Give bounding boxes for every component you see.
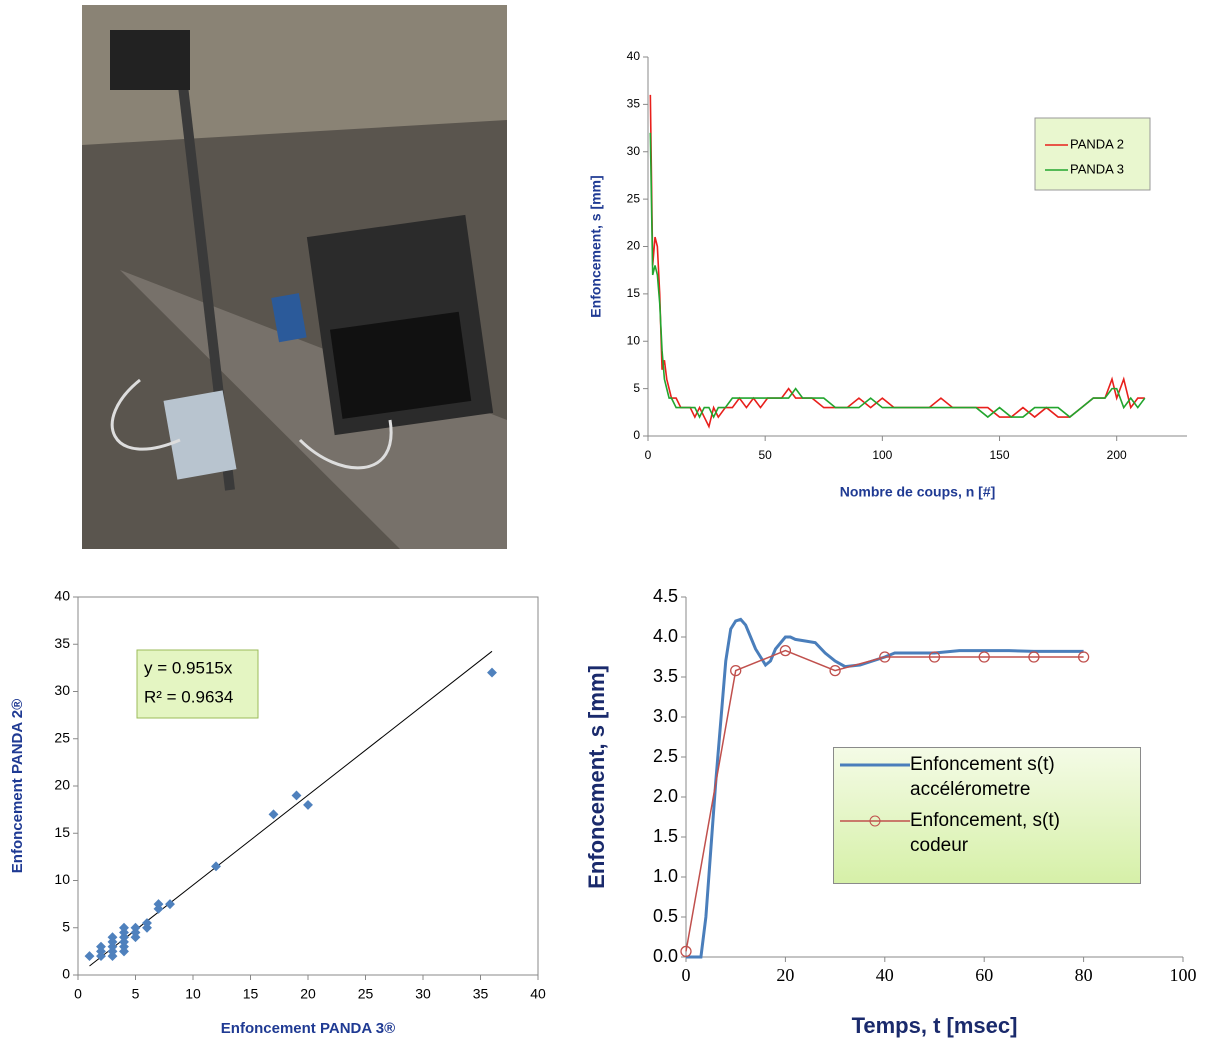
x-tick-label: 100 <box>1170 965 1197 985</box>
y-axis-label: Enfoncement, s [mm] <box>584 665 609 889</box>
x-tick-label: 80 <box>1075 965 1093 985</box>
y-tick-label: 0 <box>62 966 70 982</box>
trendline-r2: R² = 0.9634 <box>144 687 233 706</box>
point <box>130 922 141 933</box>
series-line <box>685 649 1084 952</box>
legend-entry: Enfoncement s(t) accélérometre <box>840 752 1134 802</box>
y-tick-label: 30 <box>54 682 70 698</box>
x-tick-label: 60 <box>975 965 993 985</box>
marker <box>680 945 692 958</box>
point <box>165 899 175 910</box>
legend-entry: Enfoncement, s(t) codeur <box>840 808 1134 858</box>
y-tick-label: 0 <box>633 428 640 442</box>
x-axis-label: Nombre de coups, n [#] <box>840 484 996 500</box>
y-tick-label: 1.0 <box>653 866 678 886</box>
series-line <box>649 132 1146 419</box>
y-tick-label: 40 <box>54 588 70 604</box>
point <box>96 941 106 952</box>
x-tick-label: 35 <box>473 986 489 1002</box>
point <box>487 667 497 678</box>
point <box>211 861 221 872</box>
point <box>291 790 302 801</box>
legend-label: Enfoncement s(t) accélérometre <box>910 754 1055 800</box>
y-tick-label: 1.5 <box>653 826 678 846</box>
photo <box>82 5 507 549</box>
y-tick-label: 4.0 <box>653 626 678 646</box>
x-tick-label: 40 <box>876 965 894 985</box>
y-tick-label: 25 <box>54 729 70 745</box>
marker <box>1028 651 1040 663</box>
y-tick-label: 0.0 <box>653 946 678 966</box>
x-tick-label: 30 <box>415 986 431 1002</box>
y-tick-label: 10 <box>627 333 641 347</box>
legend-swatch <box>840 815 910 827</box>
y-tick-label: 35 <box>627 97 641 111</box>
y-tick-label: 35 <box>54 635 70 651</box>
x-tick-label: 50 <box>758 448 772 462</box>
y-tick-label: 30 <box>627 144 641 158</box>
y-tick-label: 3.5 <box>653 666 678 686</box>
series-line <box>686 617 1084 959</box>
y-tick-label: 5 <box>633 381 640 395</box>
legend-label: PANDA 3 <box>1070 161 1124 176</box>
x-tick-label: 0 <box>645 448 652 462</box>
point <box>303 799 313 810</box>
y-tick-label: 10 <box>54 871 70 887</box>
y-tick-label: 15 <box>54 824 70 840</box>
x-axis-label: Enfoncement PANDA 3® <box>221 1020 395 1037</box>
legend <box>1034 117 1151 191</box>
x-tick-label: 20 <box>776 965 794 985</box>
x-tick-label: 25 <box>358 986 374 1002</box>
x-tick-label: 0 <box>682 965 691 985</box>
x-tick-label: 5 <box>132 986 140 1002</box>
x-tick-label: 10 <box>185 986 201 1002</box>
y-tick-label: 15 <box>627 286 641 300</box>
trendline <box>89 650 493 967</box>
x-tick-label: 20 <box>300 986 316 1002</box>
point <box>268 809 279 820</box>
y-tick-label: 4.5 <box>653 586 678 606</box>
x-tick-label: 40 <box>530 986 546 1002</box>
marker <box>779 644 792 657</box>
point <box>153 899 164 910</box>
point <box>84 951 95 962</box>
x-tick-label: 15 <box>243 986 259 1002</box>
x-tick-label: 0 <box>74 986 82 1002</box>
marker <box>730 664 742 677</box>
y-axis-label: Enfoncement, s [mm] <box>588 175 604 317</box>
y-tick-label: 20 <box>54 777 70 793</box>
y-tick-label: 3.0 <box>653 706 678 726</box>
y-tick-label: 40 <box>627 49 641 63</box>
point <box>107 932 118 943</box>
y-tick-label: 25 <box>627 191 641 205</box>
legend-label: PANDA 2 <box>1070 136 1124 151</box>
y-tick-label: 2.5 <box>653 746 678 766</box>
legend-label: Enfoncement, s(t) codeur <box>910 810 1060 856</box>
legend-swatch <box>840 763 910 767</box>
x-tick-label: 150 <box>990 448 1010 462</box>
y-tick-label: 2.0 <box>653 786 678 806</box>
point <box>119 922 129 933</box>
marker <box>879 651 891 663</box>
y-axis-label: Enfoncement PANDA 2® <box>9 699 26 873</box>
marker <box>1077 651 1090 663</box>
trendline-equation: y = 0.9515x <box>144 658 233 677</box>
marker <box>928 651 941 663</box>
y-tick-label: 20 <box>627 239 641 253</box>
legend: Enfoncement s(t) accélérometre Enfoncemen… <box>833 747 1141 884</box>
x-tick-label: 200 <box>1107 448 1127 462</box>
y-tick-label: 0.5 <box>653 906 678 926</box>
x-axis-label: Temps, t [msec] <box>852 1013 1018 1038</box>
marker <box>829 664 841 677</box>
y-tick-label: 5 <box>62 918 70 934</box>
x-tick-label: 100 <box>872 448 892 462</box>
marker <box>978 651 990 663</box>
point <box>142 918 152 928</box>
trendline-box <box>136 649 259 719</box>
